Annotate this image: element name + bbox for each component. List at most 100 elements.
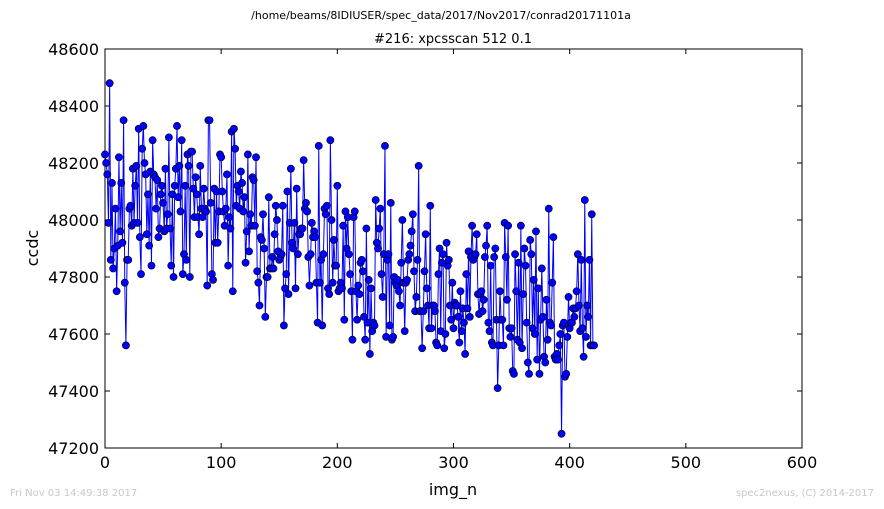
data-point — [547, 321, 555, 330]
data-point — [137, 270, 145, 279]
data-point — [305, 281, 314, 290]
data-point — [542, 295, 551, 304]
footer-timestamp: Fri Nov 03 14:49:38 2017 — [10, 488, 138, 499]
data-point — [209, 275, 217, 284]
data-point — [422, 284, 431, 293]
chart-suptitle: /home/beams/8IDIUSER/spec_data/2017/Nov2… — [251, 9, 631, 22]
data-point — [234, 187, 243, 196]
data-point — [245, 247, 253, 256]
data-point — [360, 312, 368, 321]
data-point — [122, 341, 130, 350]
data-point — [327, 216, 336, 224]
data-point — [590, 341, 598, 350]
data-point — [132, 161, 141, 170]
data-point — [148, 136, 157, 145]
data-point — [111, 204, 120, 213]
data-point — [119, 116, 128, 125]
data-point — [534, 284, 543, 293]
y-tick-label: 47800 — [48, 268, 99, 287]
data-point — [156, 190, 165, 199]
x-tick-label: 600 — [787, 453, 818, 472]
y-tick-label: 47400 — [48, 382, 99, 401]
data-point — [226, 224, 235, 233]
data-point — [384, 250, 393, 259]
data-point — [126, 201, 135, 210]
data-point — [365, 350, 374, 358]
data-point — [152, 204, 161, 213]
data-point — [367, 284, 375, 293]
data-point — [376, 204, 385, 213]
data-point — [175, 161, 184, 170]
data-point — [213, 238, 222, 247]
x-axis-label: img_n — [429, 480, 477, 500]
data-point — [485, 327, 494, 336]
data-point — [270, 230, 279, 239]
data-point — [389, 332, 397, 341]
data-point — [533, 355, 542, 364]
data-point — [158, 181, 166, 190]
data-point — [241, 258, 250, 267]
data-point — [414, 161, 423, 170]
data-point — [345, 250, 353, 259]
data-point — [498, 315, 507, 324]
data-point — [101, 150, 109, 159]
data-point — [526, 236, 535, 244]
data-point — [362, 224, 371, 233]
data-point — [479, 295, 488, 304]
data-point — [178, 270, 187, 279]
data-point — [455, 338, 464, 347]
data-point — [496, 287, 504, 296]
data-point — [584, 312, 593, 321]
data-point — [196, 161, 205, 170]
data-point — [477, 287, 486, 296]
data-point — [521, 261, 530, 270]
data-point — [307, 218, 316, 227]
data-point — [338, 284, 346, 293]
data-point — [361, 335, 370, 344]
data-point — [447, 315, 456, 324]
data-point — [140, 159, 149, 167]
data-point — [358, 267, 367, 276]
data-point — [115, 153, 123, 162]
data-point — [243, 150, 252, 159]
data-point — [124, 255, 133, 264]
data-point — [106, 255, 115, 264]
data-point — [427, 324, 436, 333]
x-tick-label: 500 — [671, 453, 702, 472]
data-point — [575, 301, 583, 310]
data-point — [239, 207, 248, 216]
data-point — [260, 244, 269, 253]
data-point — [381, 141, 389, 150]
data-point — [120, 278, 129, 287]
data-point — [541, 358, 550, 367]
data-point — [198, 213, 207, 222]
data-point — [433, 341, 442, 350]
data-point — [131, 181, 140, 190]
data-point — [282, 270, 291, 279]
data-point — [491, 244, 500, 253]
data-point — [482, 241, 490, 250]
data-point — [570, 312, 579, 321]
data-point — [483, 221, 492, 230]
data-point — [161, 164, 170, 173]
data-point — [139, 122, 148, 130]
data-point — [240, 193, 249, 202]
data-point — [520, 244, 529, 253]
data-point — [284, 290, 293, 298]
data-point — [418, 344, 427, 353]
data-point — [224, 261, 233, 270]
data-point — [527, 250, 536, 259]
data-point — [231, 144, 240, 153]
data-point — [543, 335, 552, 344]
data-point — [371, 196, 380, 204]
data-point — [109, 264, 118, 273]
data-point — [478, 307, 487, 316]
data-point — [348, 335, 357, 344]
data-point — [311, 233, 320, 241]
data-point — [254, 278, 263, 287]
data-point — [563, 332, 572, 341]
data-point — [578, 324, 587, 333]
data-point — [225, 213, 234, 222]
data-point — [419, 307, 428, 316]
